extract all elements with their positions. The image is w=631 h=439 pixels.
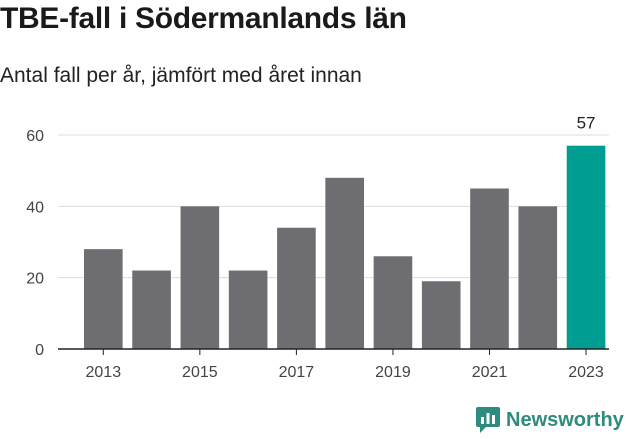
chart-title: TBE-fall i Södermanlands län — [0, 2, 407, 35]
bar-2014 — [132, 270, 171, 349]
bar-2023 — [566, 145, 606, 349]
bar-2019 — [373, 256, 413, 349]
bar-2013 — [84, 249, 123, 349]
bar-2022 — [518, 206, 558, 349]
bars — [84, 145, 606, 349]
bar-chart: 0 20 40 60 2013 2015 2017 2019 2021 2023 57 — [26, 114, 609, 381]
x-tick-label: 2021 — [472, 364, 508, 381]
chart-subtitle: Antal fall per år, jämfört med året inna… — [0, 64, 362, 87]
newsworthy-chart-icon — [476, 407, 500, 433]
y-tick-label: 20 — [26, 271, 44, 288]
brand-name: Newsworthy — [506, 408, 624, 431]
x-tick-label: 2023 — [568, 364, 604, 381]
y-tick-label: 0 — [35, 342, 44, 359]
bar-2016 — [228, 270, 268, 349]
x-tick-label: 2013 — [86, 364, 122, 381]
x-tick-label: 2015 — [182, 364, 218, 381]
bar-2021 — [470, 188, 509, 349]
x-tick-label: 2019 — [375, 364, 411, 381]
data-label: 57 — [577, 114, 596, 133]
x-axis-ticks: 2013 2015 2017 2019 2021 2023 — [58, 348, 609, 381]
y-tick-label: 40 — [26, 199, 44, 216]
data-labels: 57 — [577, 114, 596, 133]
x-tick-label: 2017 — [279, 364, 315, 381]
newsworthy-logo: Newsworthy — [476, 407, 624, 433]
y-axis-ticks: 0 20 40 60 — [26, 128, 44, 359]
bar-2018 — [325, 177, 364, 349]
bar-2017 — [277, 227, 316, 349]
bar-2020 — [421, 281, 461, 349]
y-tick-label: 60 — [26, 128, 44, 145]
bar-2015 — [180, 206, 220, 349]
